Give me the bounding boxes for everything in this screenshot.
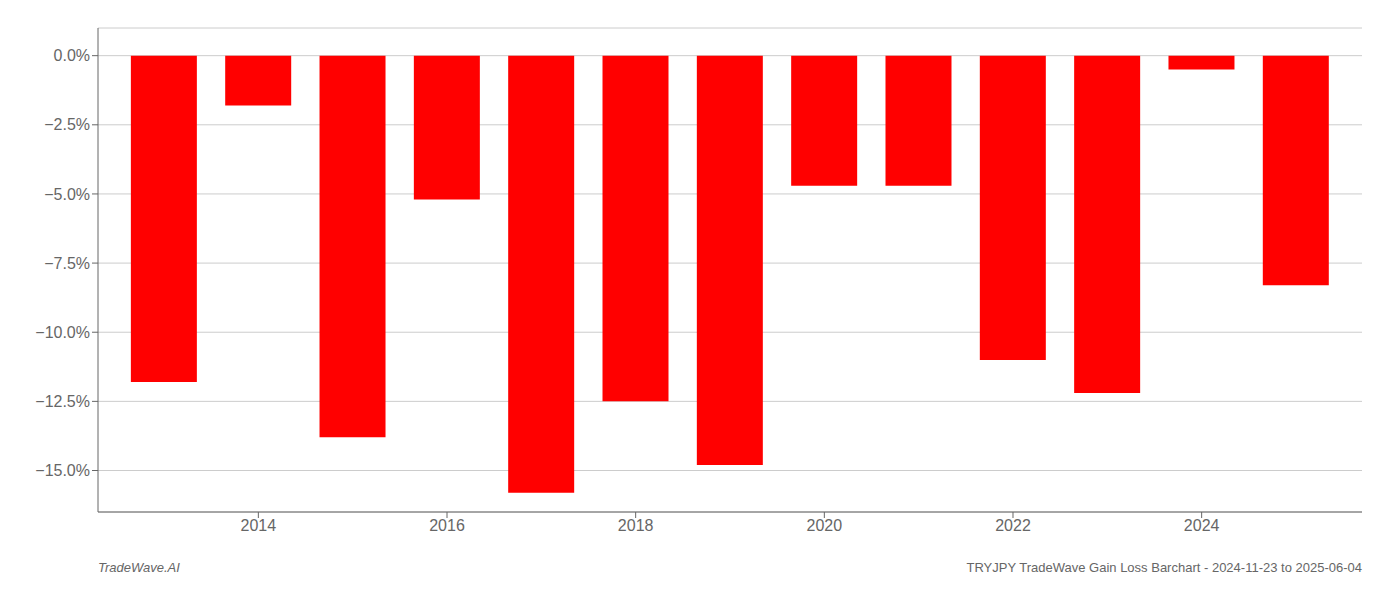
svg-text:0.0%: 0.0% <box>54 47 90 64</box>
svg-text:−7.5%: −7.5% <box>44 255 90 272</box>
svg-text:2024: 2024 <box>1184 517 1220 534</box>
html-text:TradeWave.AI: TradeWave.AI <box>98 559 180 575</box>
svg-text:2022: 2022 <box>995 517 1031 534</box>
html-text:TRYJPY TradeWave Gain Loss Bar: TRYJPY TradeWave Gain Loss Barchart - 20… <box>966 559 1362 575</box>
svg-text:−2.5%: −2.5% <box>44 116 90 133</box>
svg-text:2016: 2016 <box>429 517 465 534</box>
svg-text:2014: 2014 <box>241 517 277 534</box>
svg-text:−10.0%: −10.0% <box>35 324 90 341</box>
svg-text:−12.5%: −12.5% <box>35 393 90 410</box>
svg-text:−15.0%: −15.0% <box>35 462 90 479</box>
svg-text:2020: 2020 <box>807 517 843 534</box>
svg-text:2018: 2018 <box>618 517 654 534</box>
svg-text:−5.0%: −5.0% <box>44 186 90 203</box>
